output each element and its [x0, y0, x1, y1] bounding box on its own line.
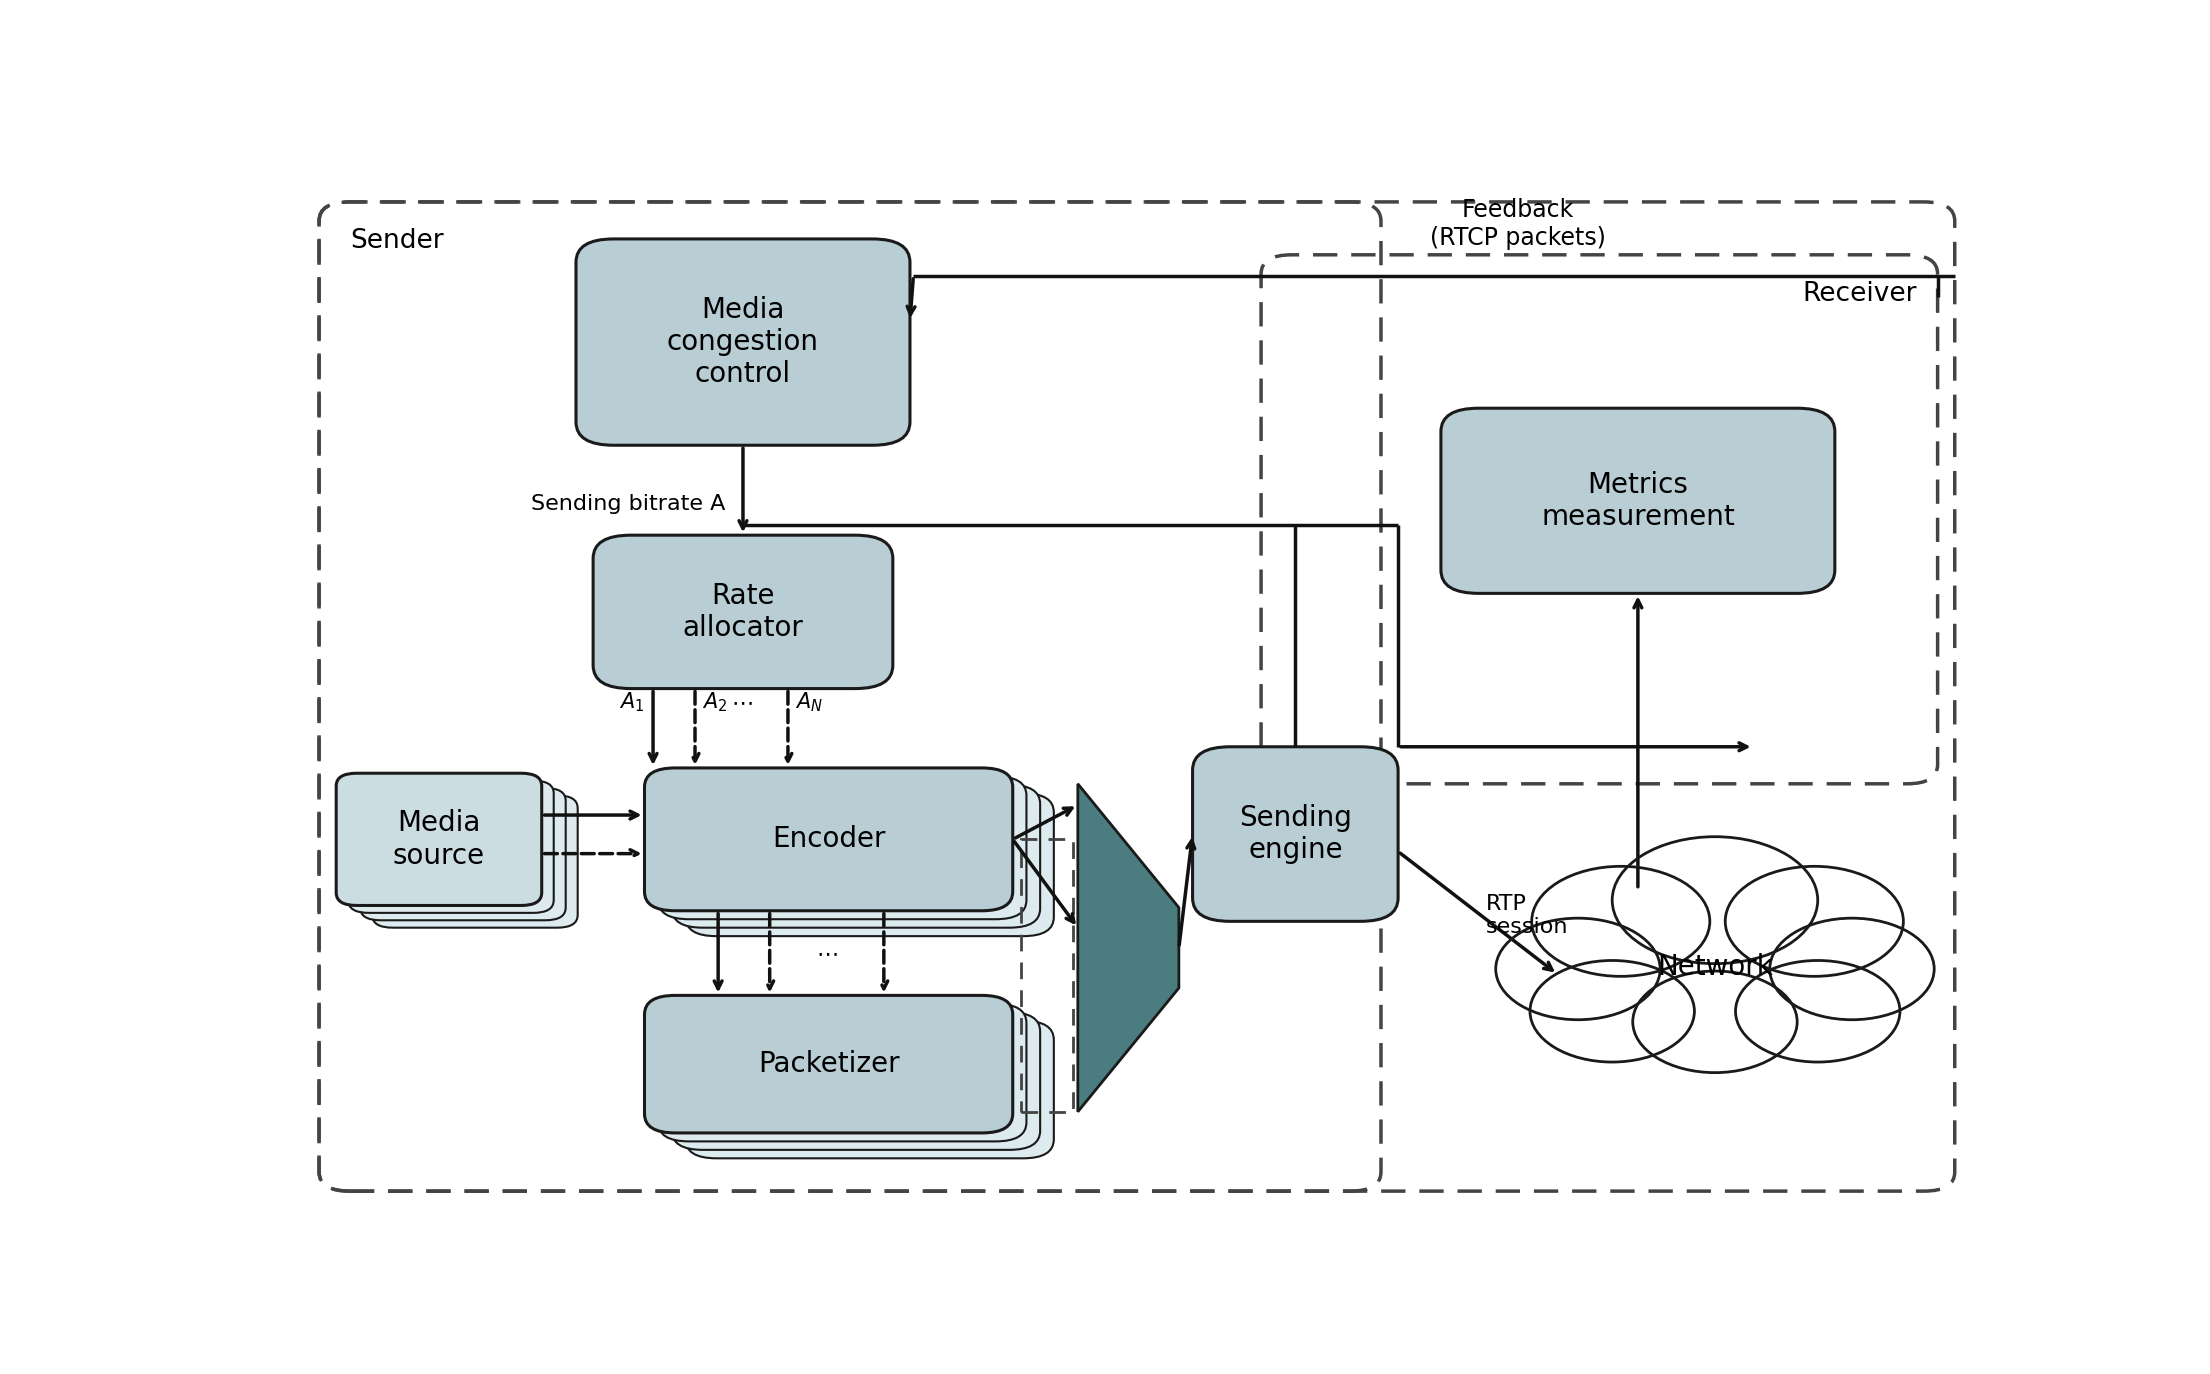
Text: Encoder: Encoder — [771, 826, 886, 853]
Text: $A_2$: $A_2$ — [703, 690, 727, 713]
FancyBboxPatch shape — [1193, 747, 1399, 922]
Text: $\cdots$: $\cdots$ — [815, 943, 838, 963]
Circle shape — [1735, 960, 1901, 1062]
FancyBboxPatch shape — [659, 1004, 1025, 1142]
FancyBboxPatch shape — [349, 780, 555, 912]
Text: Sending
engine: Sending engine — [1240, 804, 1353, 864]
FancyBboxPatch shape — [645, 995, 1012, 1134]
FancyBboxPatch shape — [685, 793, 1054, 936]
Text: RTP
session: RTP session — [1487, 894, 1569, 937]
Text: Metrics
measurement: Metrics measurement — [1540, 470, 1735, 530]
Text: Receiver: Receiver — [1803, 282, 1916, 308]
FancyBboxPatch shape — [672, 1013, 1041, 1150]
Text: Rate
allocator: Rate allocator — [683, 581, 804, 642]
Text: Media
congestion
control: Media congestion control — [667, 295, 820, 389]
FancyBboxPatch shape — [336, 774, 541, 905]
FancyBboxPatch shape — [672, 785, 1041, 927]
Circle shape — [1532, 867, 1711, 977]
Text: Feedback
(RTCP packets): Feedback (RTCP packets) — [1430, 198, 1607, 250]
Circle shape — [1611, 837, 1819, 963]
FancyBboxPatch shape — [1441, 408, 1834, 594]
Circle shape — [1529, 960, 1695, 1062]
Circle shape — [1770, 918, 1934, 1020]
FancyBboxPatch shape — [577, 239, 911, 445]
FancyBboxPatch shape — [659, 776, 1025, 919]
Polygon shape — [1078, 783, 1178, 1112]
FancyBboxPatch shape — [371, 796, 577, 927]
Circle shape — [1496, 918, 1660, 1020]
Circle shape — [1726, 867, 1903, 977]
Text: Packetizer: Packetizer — [758, 1050, 899, 1079]
Circle shape — [1633, 971, 1797, 1073]
Text: Network: Network — [1658, 952, 1772, 981]
Text: $A_N$: $A_N$ — [796, 690, 822, 713]
Text: Sender: Sender — [349, 228, 444, 254]
FancyBboxPatch shape — [645, 768, 1012, 911]
Text: $A_1$: $A_1$ — [619, 690, 645, 713]
Text: Sending bitrate A: Sending bitrate A — [530, 495, 725, 514]
FancyBboxPatch shape — [592, 534, 893, 688]
Text: Media
source: Media source — [393, 809, 484, 870]
FancyBboxPatch shape — [360, 789, 566, 921]
Text: $\cdots$: $\cdots$ — [732, 691, 751, 712]
FancyBboxPatch shape — [685, 1021, 1054, 1158]
